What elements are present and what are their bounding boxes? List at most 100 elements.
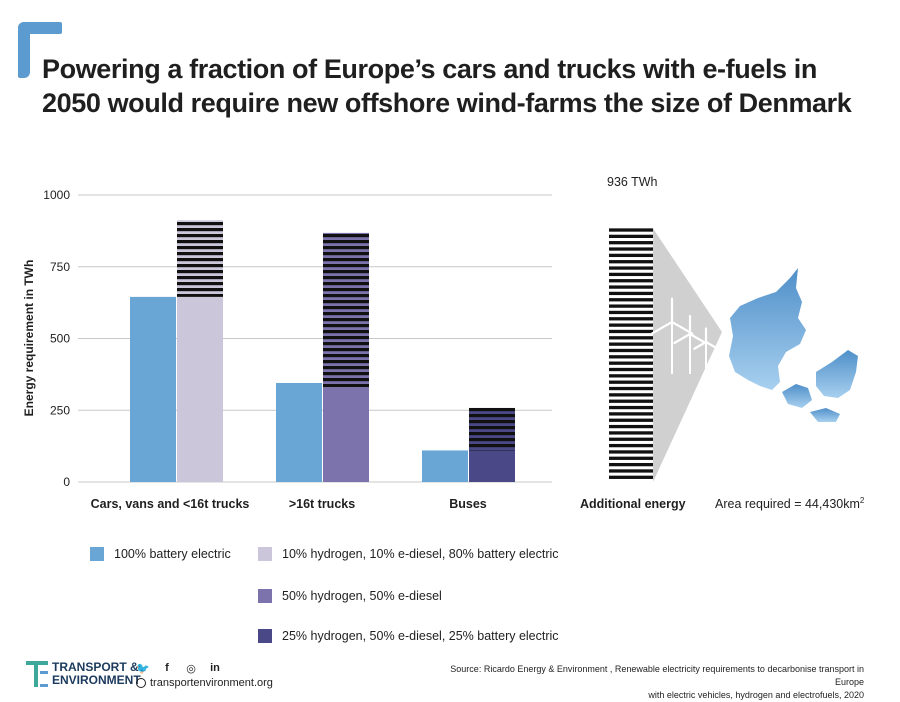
jutland-shape: [729, 268, 806, 390]
additional-energy-stripe: [609, 443, 653, 448]
bar-efuel-extra-stripes: [469, 407, 515, 451]
additional-energy-stripe: [609, 475, 653, 479]
legend-item: 10% hydrogen, 10% e-diesel, 80% battery …: [258, 547, 559, 561]
additional-energy-stripe: [609, 462, 653, 467]
additional-energy-stripe: [609, 386, 653, 391]
additional-energy-stripe: [609, 304, 653, 308]
lolland-shape: [810, 408, 840, 422]
page-title: Powering a fraction of Europe’s cars and…: [42, 54, 852, 118]
additional-energy-stripe: [609, 424, 653, 429]
additional-energy-stripe: [609, 272, 653, 277]
legend-item: 100% battery electric: [90, 547, 231, 561]
additional-energy-stripe: [609, 431, 653, 435]
x-category-label: >16t trucks: [289, 497, 355, 511]
additional-energy-stripe: [609, 405, 653, 410]
y-tick-label: 1000: [43, 188, 70, 202]
additional-energy-stripe: [609, 342, 653, 346]
x-category-label: Buses: [449, 497, 487, 511]
additional-energy-stripe: [609, 291, 653, 296]
bar-battery-electric: [130, 296, 176, 482]
additional-energy-stripe: [609, 234, 653, 239]
denmark-map-icon: [729, 268, 858, 422]
turbine-blade: [688, 332, 707, 345]
globe-icon: [136, 678, 146, 688]
zealand-shape: [816, 350, 858, 398]
additional-energy-stripe: [609, 253, 653, 258]
additional-energy-stripe: [609, 298, 653, 302]
wind-turbine-icon: [673, 314, 707, 374]
additional-energy-stripe: [609, 329, 653, 334]
legend-item: 50% hydrogen, 50% e-diesel: [258, 589, 442, 603]
facebook-icon[interactable]: f: [165, 662, 169, 674]
additional-energy-stripe: [609, 241, 653, 245]
twitter-icon[interactable]: 🐦: [136, 663, 150, 675]
wind-turbine-icon: [693, 327, 719, 372]
funnel-shape: [653, 228, 722, 482]
y-tick-label: 250: [50, 403, 70, 417]
y-axis: 0 250 500 750 1000 Energy requirement in TWh: [22, 188, 70, 489]
source-line-2: with electric vehicles, hydrogen and ele…: [648, 690, 864, 700]
area-required-label: Area required = 44,430km2: [715, 496, 865, 511]
additional-energy-stripe: [609, 456, 653, 460]
legend-swatch: [258, 589, 272, 603]
bar-efuel-solid: [469, 450, 515, 482]
bar-battery-electric: [276, 382, 322, 482]
bar-efuel-extra-stripes: [177, 220, 223, 297]
turbine-blade: [673, 332, 692, 345]
website-link[interactable]: transportenvironment.org: [136, 677, 273, 689]
additional-energy-stripe: [609, 393, 653, 397]
additional-energy-stripe: [609, 469, 653, 473]
source-note: Source: Ricardo Energy & Environment , R…: [424, 663, 864, 702]
te-logo: TRANSPORT & ENVIRONMENT: [26, 660, 141, 690]
x-category-label: Cars, vans and <16t trucks: [91, 497, 250, 511]
logo-line-1: TRANSPORT &: [52, 660, 139, 674]
additional-energy-stripe: [609, 247, 653, 251]
legend-label: 10% hydrogen, 10% e-diesel, 80% battery …: [282, 547, 559, 561]
additional-energy-stripe: [609, 266, 653, 270]
legend-item: 25% hydrogen, 50% e-diesel, 25% battery …: [258, 629, 559, 643]
y-tick-label: 500: [50, 332, 70, 346]
funen-shape: [782, 384, 812, 408]
instagram-icon[interactable]: ◎: [186, 663, 196, 675]
y-tick-label: 0: [63, 475, 70, 489]
wind-turbine-icon: [650, 297, 694, 374]
legend-label: 100% battery electric: [114, 547, 231, 561]
turbine-blade: [704, 340, 719, 350]
additional-energy-stripe: [609, 380, 653, 384]
additional-energy-value-label: 936 TWh: [607, 175, 658, 189]
additional-energy-stripe: [609, 399, 653, 403]
additional-energy-stripe: [609, 437, 653, 441]
additional-energy-stripe: [609, 310, 653, 315]
additional-energy-stripe: [609, 323, 653, 327]
te-logo-icon: [26, 661, 48, 687]
bar-efuel-solid: [177, 296, 223, 482]
additional-energy-stripe: [609, 450, 653, 454]
additional-energy-stripe: [609, 285, 653, 289]
bar-efuel-solid: [323, 387, 369, 482]
logo-line-2: ENVIRONMENT: [52, 673, 141, 687]
bar-efuel-extra-stripes: [323, 232, 369, 388]
legend-swatch: [258, 629, 272, 643]
additional-energy-stripe: [609, 361, 653, 365]
turbine-blade: [693, 340, 708, 350]
turbine-blade: [650, 320, 674, 335]
source-line-1: Source: Ricardo Energy & Environment , R…: [450, 664, 864, 687]
bars: Cars, vans and <16t trucks >16t trucks Bus…: [91, 220, 515, 511]
legend-label: 25% hydrogen, 50% e-diesel, 25% battery …: [282, 629, 559, 643]
legend-swatch: [90, 547, 104, 561]
additional-energy-stripe: [609, 228, 653, 232]
linkedin-icon[interactable]: in: [210, 662, 220, 674]
additional-energy-stripe: [609, 367, 653, 372]
legend-label: 50% hydrogen, 50% e-diesel: [282, 589, 442, 603]
turbine-blade: [670, 320, 694, 335]
website-text: transportenvironment.org: [150, 677, 273, 689]
additional-energy-stripe: [609, 412, 653, 416]
legend-swatch: [258, 547, 272, 561]
additional-energy-stripe: [609, 336, 653, 340]
corner-accent: [18, 22, 62, 78]
additional-energy-stripe: [609, 374, 653, 378]
additional-energy-stripe: [609, 279, 653, 283]
y-axis-label: Energy requirement in TWh: [22, 260, 36, 417]
additional-energy-label: Additional energy: [580, 497, 686, 511]
